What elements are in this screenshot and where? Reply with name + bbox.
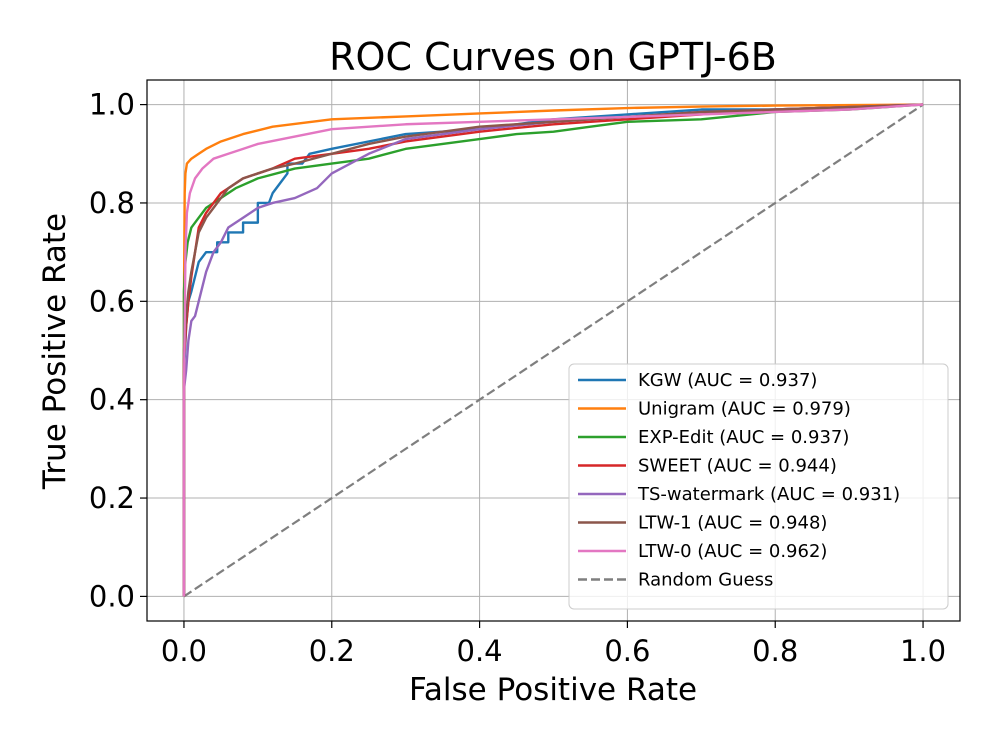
y-tick-label: 0.0 [89, 579, 135, 613]
legend-label-3: SWEET (AUC = 0.944) [638, 456, 837, 477]
y-tick-label: 0.2 [89, 481, 135, 515]
x-tick-label: 0.8 [752, 634, 798, 668]
legend-label-2: EXP-Edit (AUC = 0.937) [638, 427, 849, 448]
axis-ticks: 0.0 0.2 0.4 0.6 0.8 1.0 0.0 0.2 0.4 0.6 0.8 1.0 [89, 88, 946, 668]
series-line-6 [182, 103, 924, 597]
legend-label-0: KGW (AUC = 0.937) [638, 370, 817, 391]
legend-label-7: Random Guess [638, 570, 773, 591]
y-tick-label: 1.0 [89, 88, 135, 122]
legend-label-1: Unigram (AUC = 0.979) [638, 399, 851, 420]
legend-label-4: TS-watermark (AUC = 0.931) [637, 484, 900, 505]
x-tick-label: 0.0 [161, 634, 207, 668]
y-tick-label: 0.8 [89, 186, 135, 220]
series-lines [182, 103, 924, 598]
plot-area-frame [146, 79, 961, 622]
grid-lines [147, 80, 960, 621]
chart-title: ROC Curves on GPTJ-6B [329, 35, 777, 79]
x-tick-label: 0.4 [457, 634, 503, 668]
legend-label-6: LTW-0 (AUC = 0.962) [638, 541, 827, 562]
series-line-2 [182, 103, 924, 597]
legend-label-5: LTW-1 (AUC = 0.948) [638, 513, 827, 534]
y-tick-label: 0.6 [89, 284, 135, 318]
legend: KGW (AUC = 0.937) Unigram (AUC = 0.979) EX… [568, 363, 949, 610]
legend-items: KGW (AUC = 0.937) Unigram (AUC = 0.979) EX… [578, 370, 900, 591]
x-tick-label: 1.0 [900, 634, 946, 668]
x-tick-label: 0.2 [309, 634, 355, 668]
series-line-1 [182, 103, 924, 597]
y-axis-label: True Positive Rate [37, 213, 73, 490]
x-axis-label: False Positive Rate [409, 672, 697, 708]
series-line-7 [183, 103, 924, 598]
y-tick-label: 0.4 [89, 383, 135, 417]
x-tick-label: 0.6 [604, 634, 650, 668]
legend-box [568, 363, 949, 610]
